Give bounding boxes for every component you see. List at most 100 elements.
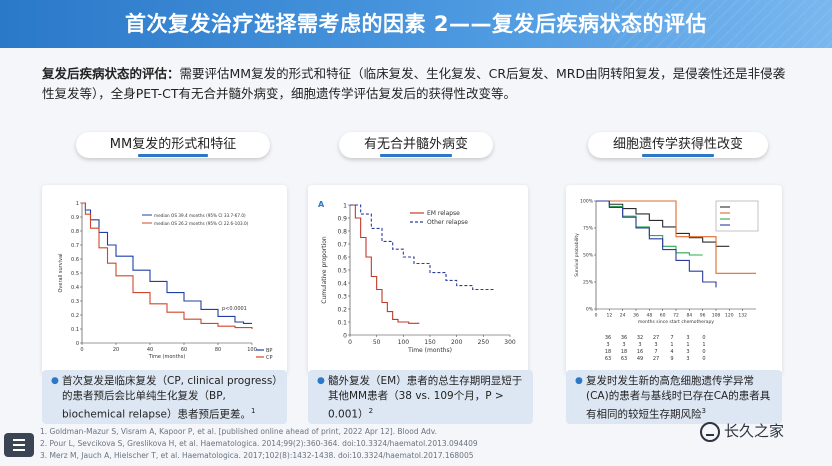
x-tick-label: 100	[398, 339, 410, 346]
y-tick-label: 0	[343, 332, 347, 339]
at-risk-cell: 3	[654, 342, 657, 348]
at-risk-cell: 63	[605, 356, 611, 362]
at-risk-cell: 0	[702, 356, 705, 362]
at-risk-cell: 3	[622, 342, 625, 348]
y-tick-label: 0.3	[71, 299, 79, 305]
title-bar: 首次复发治疗选择需考虑的因素 2——复发后疾病状态的评估	[0, 0, 832, 48]
legend-label-cp: CP	[266, 355, 273, 361]
x-tick-label: 72	[673, 313, 679, 319]
y-tick-label: 0.8	[71, 229, 79, 235]
chart-panel-3: 0 12 24 36 48 60 72 84 96 108 120 132 0% 25% 50% 75% 100…	[566, 185, 782, 375]
section-pill-form: MM复发的形式和特征	[76, 132, 270, 158]
y-tick-label: 0.3	[337, 293, 347, 300]
series-line-1	[350, 204, 494, 291]
legend-label-bp: BP	[266, 348, 272, 354]
y-tick-label: 0.6	[337, 254, 347, 261]
y-tick-label: 0.9	[71, 215, 79, 221]
y-tick-label: 0.5	[337, 267, 347, 274]
y-tick-label: 0.2	[337, 306, 347, 313]
chart-cytogenetics-survival: 0 12 24 36 48 60 72 84 96 108 120 1320%25%50%75%100…	[574, 199, 759, 362]
menu-icon-line	[13, 444, 25, 446]
x-tick-label: 0	[348, 339, 352, 346]
x-tick-label: 80	[215, 347, 221, 353]
y-tick-label: 1	[343, 202, 347, 209]
wechat-logo-icon	[700, 421, 720, 442]
x-tick-label: 96	[700, 313, 706, 319]
annotation-bp-median: median OS 39.4 months (95% CI 33.7-67.0)	[154, 213, 246, 218]
legend-label-em: EM relapse	[427, 210, 460, 217]
y-tick-label: 25%	[583, 280, 594, 286]
at-risk-cell: 1	[686, 342, 689, 348]
note-2-text: 髓外复发（EM）患者的总生存期明显短于其他MM患者（38 vs. 109个月，P…	[328, 375, 523, 421]
series-line-1	[596, 200, 756, 274]
chart-em-relapse: A 0 50 100 150 200 250 300 0 0.1 0.2 0.3 0.4 0.5 0.6 0.…	[318, 200, 516, 354]
at-risk-cell: 0	[702, 349, 705, 355]
menu-button[interactable]	[4, 433, 34, 457]
reference-item: 2. Pour L, Sevcikova S, Greslikova H, et…	[40, 439, 478, 448]
intro-bold-label: 复发后疾病状态的评估：	[42, 66, 180, 81]
bullet-icon: ●	[51, 376, 59, 386]
section-pill-extramedullary: 有无合并髓外病变	[339, 132, 493, 158]
x-axis-label: Time (months)	[148, 354, 186, 360]
x-tick-label: 0	[595, 313, 598, 319]
note-2-sup: 2	[368, 407, 374, 415]
y-tick-label: 0.6	[71, 257, 79, 263]
reference-item: 3. Merz M, Jauch A, Hielscher T, et al. …	[40, 451, 474, 460]
annotation-p-value: p<0.0001	[222, 306, 247, 312]
note-2: ● 髓外复发（EM）患者的总生存期明显短于其他MM患者（38 vs. 109个月…	[308, 370, 533, 424]
note-3-sup: 3	[701, 407, 706, 415]
intro-paragraph: 复发后疾病状态的评估：需要评估MM复发的形式和特征（临床复发、生化复发、CR后复…	[42, 64, 792, 104]
x-tick-label: 60	[660, 313, 666, 319]
at-risk-cell: 3	[686, 335, 689, 341]
x-tick-label: 300	[504, 339, 516, 346]
y-tick-label: 100%	[580, 199, 594, 205]
legend-label-other: Other relapse	[427, 219, 468, 226]
x-axis-label: Time (months)	[407, 347, 452, 354]
y-tick-label: 50%	[583, 253, 594, 259]
y-tick-label: 1	[76, 201, 79, 207]
at-risk-cell: 3	[686, 349, 689, 355]
chart-os-bp-cp: 0 20 40 60 80 100 0 0.1 0.2 0.3 0.4 0.5 0.6 0.7 0.8 0.9…	[58, 201, 273, 361]
at-risk-cell: 27	[653, 356, 659, 362]
at-risk-cell: 0	[702, 335, 705, 341]
note-1: ● 首次复发是临床复发（CP, clinical progress）的患者预后会…	[42, 370, 287, 424]
y-axis-label: Overall survival	[58, 253, 64, 292]
at-risk-cell: 36	[621, 335, 627, 341]
at-risk-cell: 7	[654, 349, 657, 355]
at-risk-cell: 18	[605, 349, 611, 355]
note-3: ● 复发时发生新的高危细胞遗传学异常(CA)的患者与基线时已存在CA的患者具有相…	[566, 370, 782, 424]
x-tick-label: 132	[738, 313, 747, 319]
note-1-text: 首次复发是临床复发（CP, clinical progress）的患者预后会比单…	[62, 375, 278, 421]
references: 1. Goldman-Mazur S, Visram A, Kapoor P, …	[40, 426, 660, 462]
at-risk-cell: 9	[670, 356, 673, 362]
at-risk-cell: 3	[638, 342, 641, 348]
note-1-sup: 1	[251, 407, 256, 415]
x-tick-label: 36	[633, 313, 639, 319]
x-tick-label: 200	[451, 339, 463, 346]
x-tick-label: 0	[80, 347, 83, 353]
y-axis-label: Cumulative proportion	[321, 236, 328, 304]
x-tick-label: 84	[686, 313, 692, 319]
x-tick-label: 48	[646, 313, 652, 319]
panel-label: A	[318, 200, 325, 209]
x-tick-label: 12	[606, 313, 612, 319]
section-pill-cytogenetics: 细胞遗传学获得性改变	[588, 132, 768, 158]
y-tick-label: 0.1	[71, 327, 79, 333]
y-tick-label: 0.1	[337, 319, 347, 326]
x-tick-label: 50	[373, 339, 381, 346]
at-risk-cell: 1	[670, 342, 673, 348]
at-risk-cell: 7	[670, 335, 673, 341]
annotation-cp-median: median OS 26.2 months (95% CI 22.6-103.0…	[154, 221, 249, 226]
intro-text: 需要评估MM复发的形式和特征（临床复发、生化复发、CR后复发、MRD由阴转阳复发…	[42, 66, 786, 101]
at-risk-cell: 18	[621, 349, 627, 355]
y-tick-label: 75%	[583, 226, 594, 232]
at-risk-cell: 1	[702, 342, 705, 348]
y-tick-label: 0.7	[71, 243, 79, 249]
x-tick-label: 100	[247, 347, 257, 353]
y-tick-label: 0.8	[337, 228, 347, 235]
x-tick-label: 108	[712, 313, 721, 319]
x-tick-label: 24	[620, 313, 626, 319]
chart-panel-1: 0 20 40 60 80 100 0 0.1 0.2 0.3 0.4 0.5 0.6 0.7 0.8 0.9…	[42, 185, 287, 375]
y-tick-label: 0.7	[337, 241, 347, 248]
